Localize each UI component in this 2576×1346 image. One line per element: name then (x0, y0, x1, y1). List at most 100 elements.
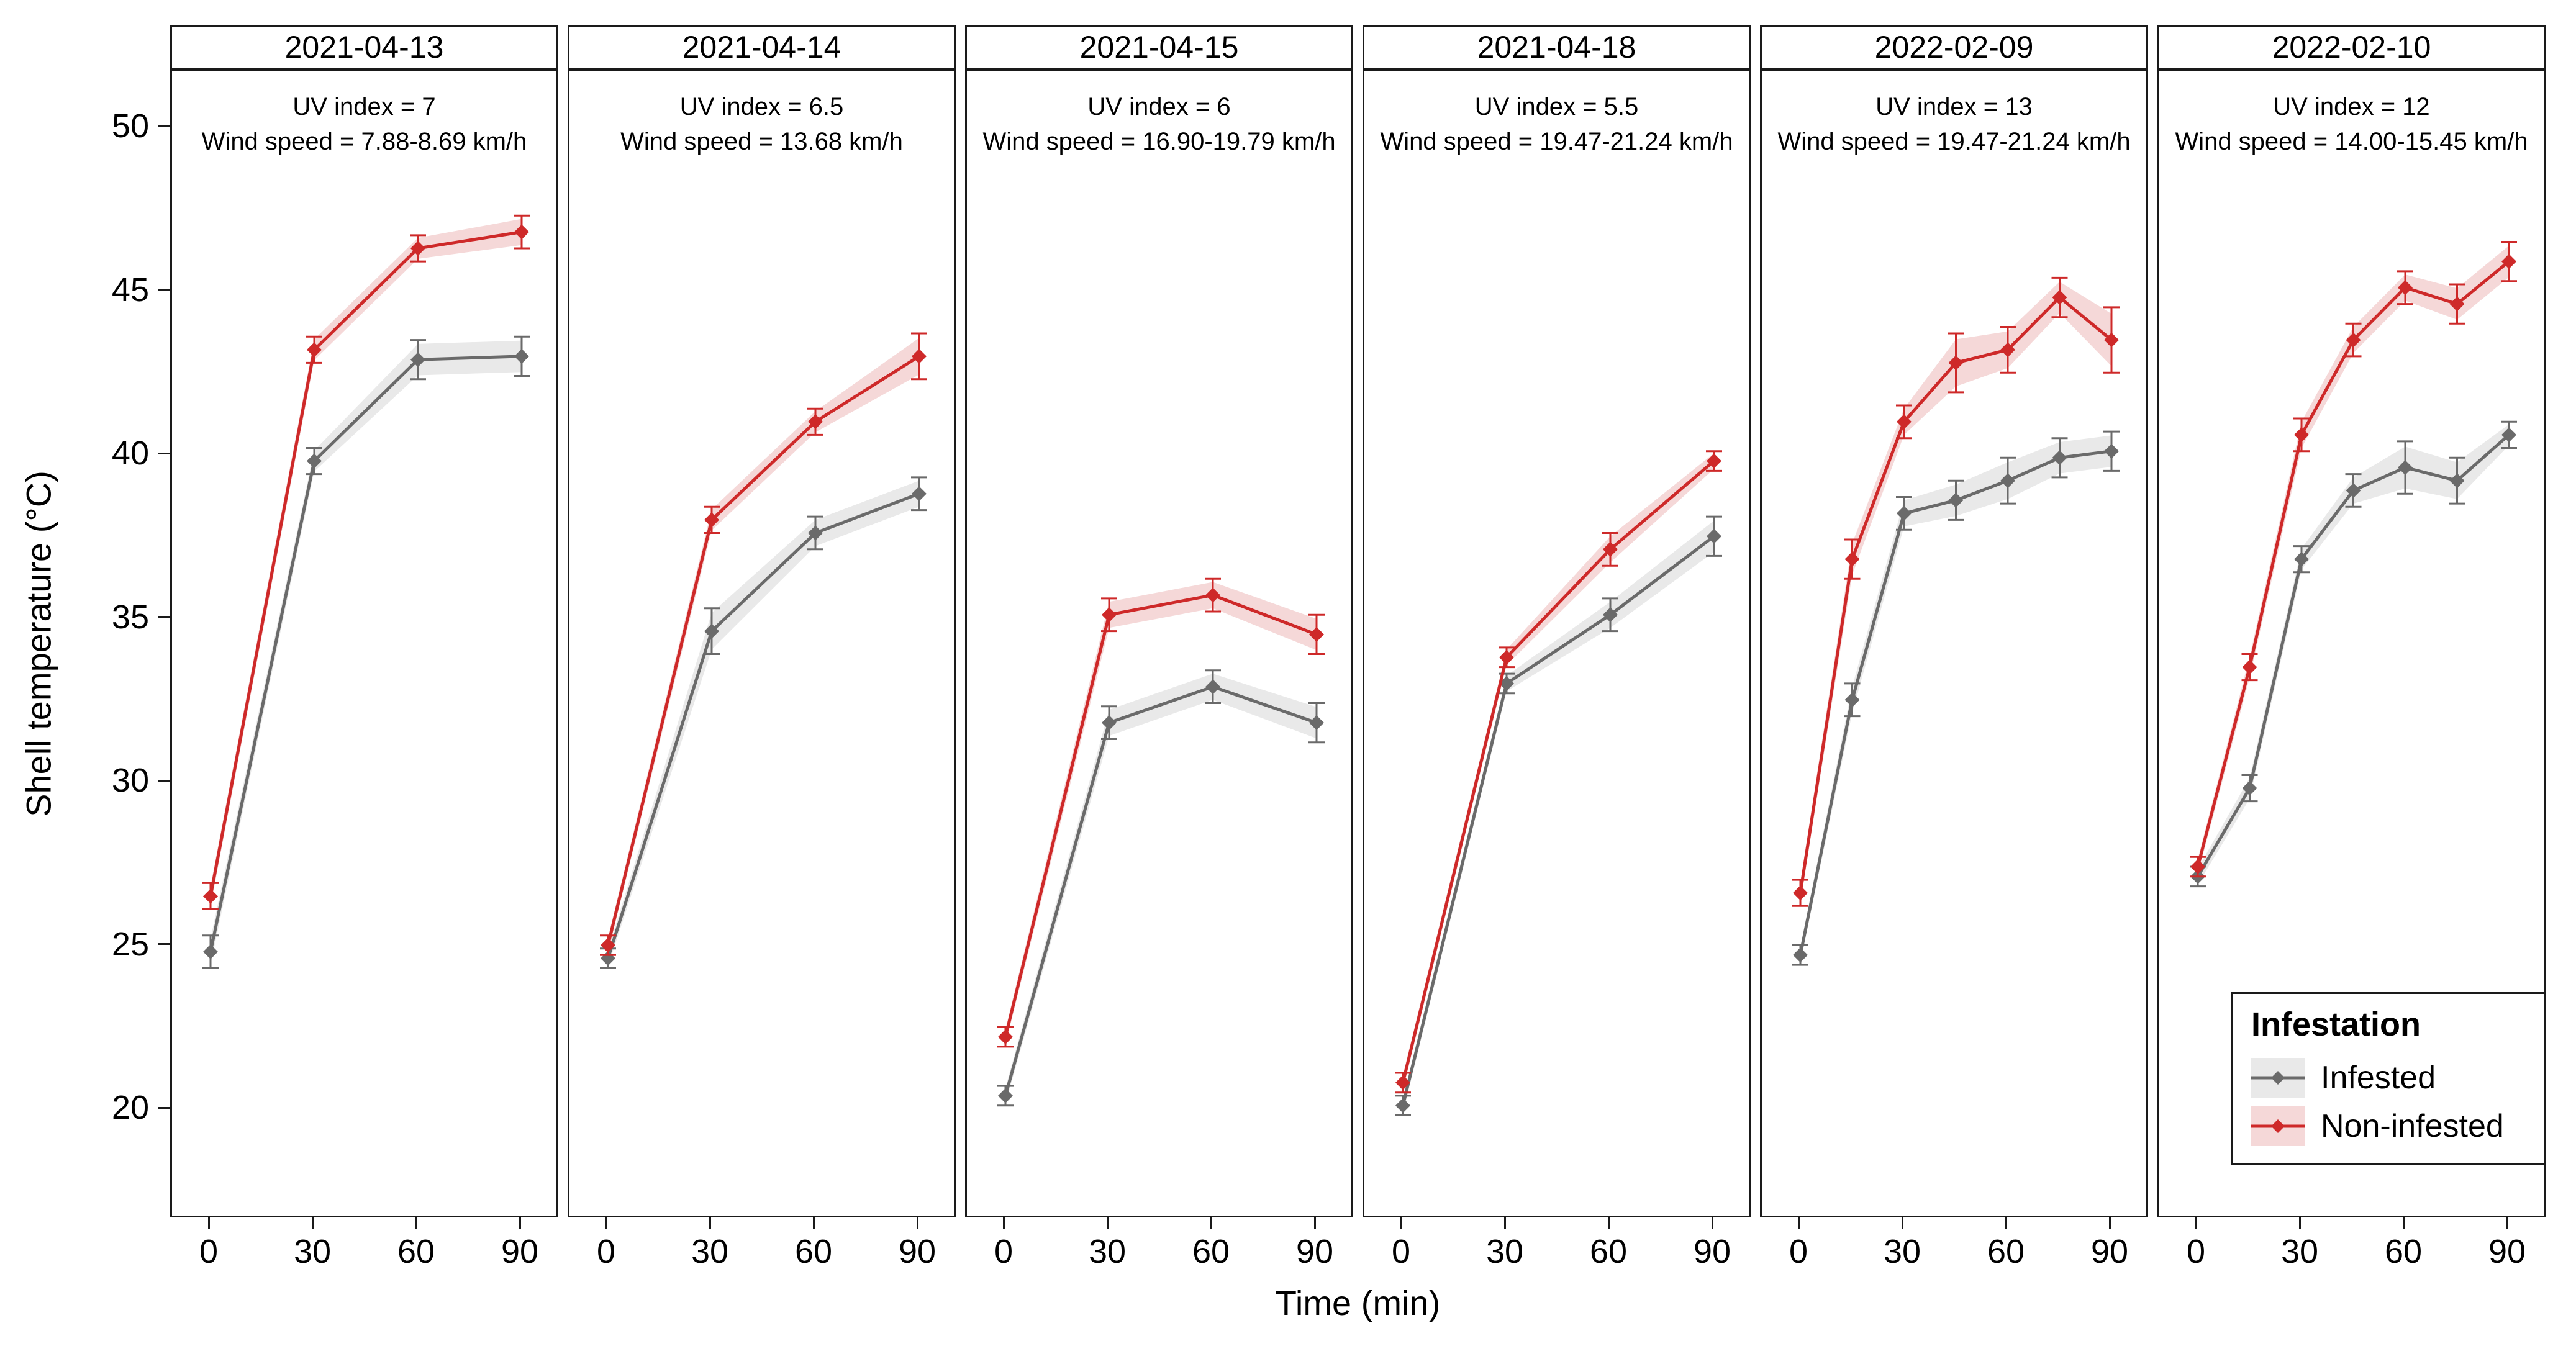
data-point (203, 888, 218, 904)
data-point (912, 486, 927, 502)
data-point (2000, 342, 2015, 358)
data-point (2242, 780, 2257, 796)
x-axis-tick-label: 0 (994, 1233, 1014, 1270)
facet-title: 2021-04-13 (170, 25, 558, 70)
facet-plot-svg (600, 332, 927, 969)
data-point (808, 414, 823, 430)
x-axis-tick (812, 1217, 815, 1229)
y-axis-tick (158, 289, 170, 291)
x-axis-tick (1002, 1217, 1005, 1229)
x-axis-tick (605, 1217, 607, 1229)
legend-key-swatch (2251, 1058, 2305, 1098)
y-axis-tick-label: 25 (111, 925, 149, 963)
data-point (2052, 450, 2067, 466)
data-point (2294, 427, 2309, 443)
x-axis-tick-label: 90 (898, 1233, 937, 1270)
se-ribbon (1005, 674, 1317, 1104)
plot-area: UV index = 6.5 Wind speed = 13.68 km/h (568, 69, 956, 1217)
facet-annotation-line: UV index = 6 (1087, 93, 1231, 120)
series-line (606, 492, 920, 959)
x-axis: 0 30 60 90 (965, 1217, 1353, 1280)
facet-annotation: UV index = 5.5 Wind speed = 19.47-21.24 k… (1364, 89, 1749, 159)
x-axis-tick (1210, 1217, 1212, 1229)
data-point (514, 224, 529, 240)
x-axis-tick-label: 0 (596, 1233, 616, 1270)
facet-title: 2021-04-15 (965, 25, 1353, 70)
data-point (1205, 679, 1220, 695)
x-axis: 0 30 60 90 (1363, 1217, 1751, 1280)
y-axis-tick-label: 40 (111, 435, 149, 472)
x-axis-tick (2402, 1217, 2405, 1229)
x-axis-tick (519, 1217, 521, 1229)
se-ribbon (1005, 582, 1317, 1045)
data-point (912, 348, 927, 364)
series-line (1401, 535, 1715, 1106)
x-axis-tick-label: 60 (1589, 1233, 1628, 1270)
facet-annotation-line: UV index = 6.5 (679, 93, 844, 120)
data-point (1603, 607, 1618, 623)
facet-annotation-line: Wind speed = 19.47-21.24 km/h (1777, 128, 2131, 155)
series-line (209, 355, 522, 952)
data-point (2501, 427, 2516, 443)
data-point (1897, 414, 1912, 430)
data-point (2000, 473, 2015, 489)
legend-item-label: Infested (2321, 1060, 2436, 1096)
data-point (2242, 659, 2257, 675)
x-axis-tick (2195, 1217, 2197, 1229)
data-point (2449, 473, 2465, 489)
data-point (1793, 947, 1808, 963)
data-point (1205, 587, 1220, 603)
data-point (1948, 355, 1964, 371)
x-axis-tick-label: 30 (2280, 1233, 2319, 1270)
facet-plot-svg (202, 214, 530, 969)
se-ribbon (1403, 453, 1714, 1091)
facet-annotation-line: Wind speed = 7.88-8.69 km/h (201, 128, 527, 155)
x-axis-tick (1503, 1217, 1506, 1229)
facet-plot-svg (1395, 450, 1722, 1116)
data-point (2398, 280, 2413, 296)
legend-key-swatch (2251, 1106, 2305, 1146)
x-axis-tick-label: 30 (293, 1233, 332, 1270)
data-point (1395, 1075, 1410, 1090)
data-point (601, 937, 615, 953)
facet-annotation-line: UV index = 13 (1875, 93, 2033, 120)
facet-title: 2022-02-09 (1760, 25, 2148, 70)
series-line (1798, 449, 2112, 955)
data-point (1707, 453, 1721, 469)
facet-annotation: UV index = 7 Wind speed = 7.88-8.69 km/h (172, 89, 556, 159)
plot-area: UV index = 5.5 Wind speed = 19.47-21.24 k… (1363, 69, 1751, 1217)
x-axis-tick (1400, 1217, 1402, 1229)
series-line (209, 230, 522, 897)
series-line (606, 355, 920, 946)
facet-title: 2022-02-10 (2157, 25, 2546, 70)
legend-key-icon (2251, 1119, 2305, 1133)
legend-item: Non-infested (2251, 1102, 2528, 1150)
x-axis-tick (2506, 1217, 2508, 1229)
facet-panel: 2021-04-18 UV index = 5.5 Wind speed = 19.… (1363, 25, 1751, 1280)
data-point (2190, 859, 2205, 874)
legend-title: Infestation (2251, 1006, 2421, 1043)
x-axis-tick-label: 30 (1883, 1233, 1921, 1270)
legend-item: Infested (2251, 1054, 2528, 1102)
facet-panel: 2022-02-09 UV index = 13 Wind speed = 19.4… (1760, 25, 2148, 1280)
facet-annotation-line: Wind speed = 14.00-15.45 km/h (2175, 128, 2528, 155)
x-axis-tick (2108, 1217, 2111, 1229)
data-point (307, 342, 322, 358)
x-axis-tick-label: 60 (2384, 1233, 2423, 1270)
x-axis-title: Time (min) (1275, 1283, 1441, 1322)
x-axis-tick-label: 90 (1693, 1233, 1731, 1270)
facet-panel: 2021-04-13 UV index = 7 Wind speed = 7.88-… (170, 25, 558, 1280)
data-point (704, 623, 719, 639)
x-axis-tick-label: 60 (397, 1233, 435, 1270)
facet-annotation-line: Wind speed = 16.90-19.79 km/h (982, 128, 1336, 155)
x-axis: 0 30 60 90 (170, 1217, 558, 1280)
facet-annotation-line: UV index = 7 (293, 93, 436, 120)
facet-panel: 2021-04-14 UV index = 6.5 Wind speed = 13.… (568, 25, 956, 1280)
x-axis-tick (1711, 1217, 1713, 1229)
se-ribbon (608, 338, 919, 954)
x-axis-tick-label: 0 (2186, 1233, 2206, 1270)
data-point (1844, 551, 1860, 567)
y-axis-tick-label: 35 (111, 598, 149, 636)
data-point (1948, 492, 1964, 508)
legend-items: Infested Non-infested (2251, 1054, 2528, 1150)
